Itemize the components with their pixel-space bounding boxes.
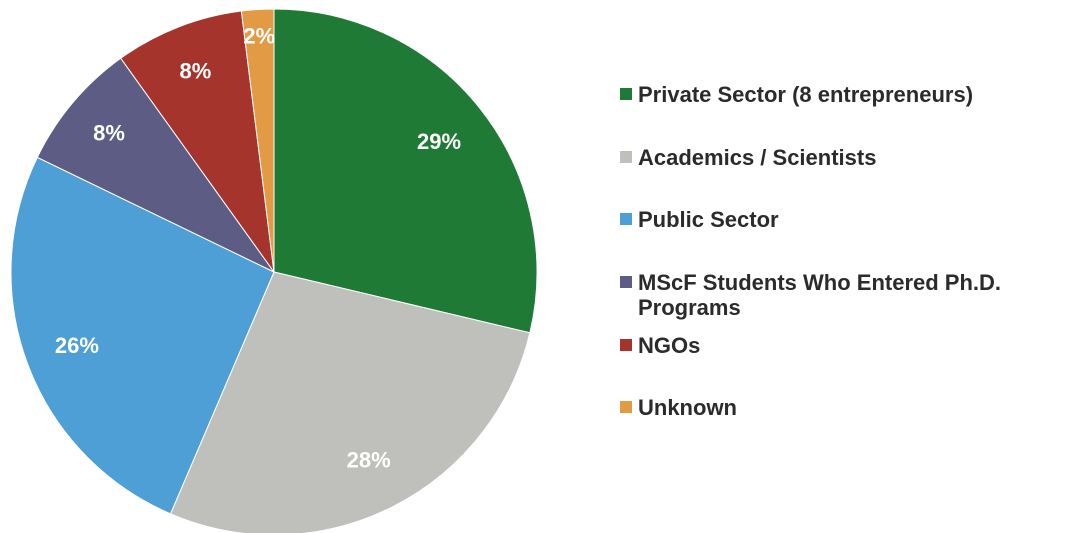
legend-label: MScF Students Who Entered Ph.D. Programs bbox=[638, 270, 1002, 320]
legend-swatch bbox=[620, 151, 632, 163]
pie-slice-ngos bbox=[120, 10, 275, 273]
legend-swatch bbox=[620, 213, 632, 225]
legend-swatch bbox=[620, 339, 632, 351]
slice-value-label-public-sector: 26% bbox=[55, 333, 99, 358]
legend-item-public-sector: Public Sector bbox=[620, 207, 1078, 232]
chart-legend: Private Sector (8 entrepreneurs) Academic… bbox=[620, 0, 1080, 533]
legend-item-academics-scientists: Academics / Scientists bbox=[620, 145, 1078, 170]
legend-item-mscf-students-who-entered-ph-d-programs: MScF Students Who Entered Ph.D. Programs bbox=[620, 270, 1078, 320]
pie-slice-public-sector bbox=[10, 156, 275, 515]
pie-slice-academics-scientists bbox=[169, 271, 531, 533]
slice-value-label-unknown: 2% bbox=[243, 23, 275, 48]
legend-item-ngos: NGOs bbox=[620, 333, 1078, 358]
legend-swatch bbox=[620, 276, 632, 288]
legend-label: Academics / Scientists bbox=[638, 145, 877, 170]
legend-swatch bbox=[620, 88, 632, 100]
legend-item-private-sector-8-entrepreneurs: Private Sector (8 entrepreneurs) bbox=[620, 82, 1078, 107]
slice-value-label-private-sector-8-entrepreneurs: 29% bbox=[417, 129, 461, 154]
pie-slice-unknown bbox=[240, 8, 275, 273]
pie-slice-private-sector-8-entrepreneurs bbox=[273, 8, 538, 334]
pie-slice-mscf-students-who-entered-ph-d-programs bbox=[36, 57, 275, 273]
slice-value-label-academics-scientists: 28% bbox=[347, 447, 391, 472]
legend-label: Unknown bbox=[638, 395, 737, 420]
legend-item-unknown: Unknown bbox=[620, 395, 1078, 420]
legend-label: NGOs bbox=[638, 333, 701, 358]
legend-label: Public Sector bbox=[638, 207, 779, 232]
slice-value-label-mscf-students-who-entered-ph-d-programs: 8% bbox=[93, 121, 125, 146]
slice-value-label-ngos: 8% bbox=[179, 59, 211, 84]
pie-chart: 29% 28% 26% 8% 8% 2% bbox=[10, 8, 538, 533]
legend-swatch bbox=[620, 401, 632, 413]
legend-label: Private Sector (8 entrepreneurs) bbox=[638, 82, 974, 107]
